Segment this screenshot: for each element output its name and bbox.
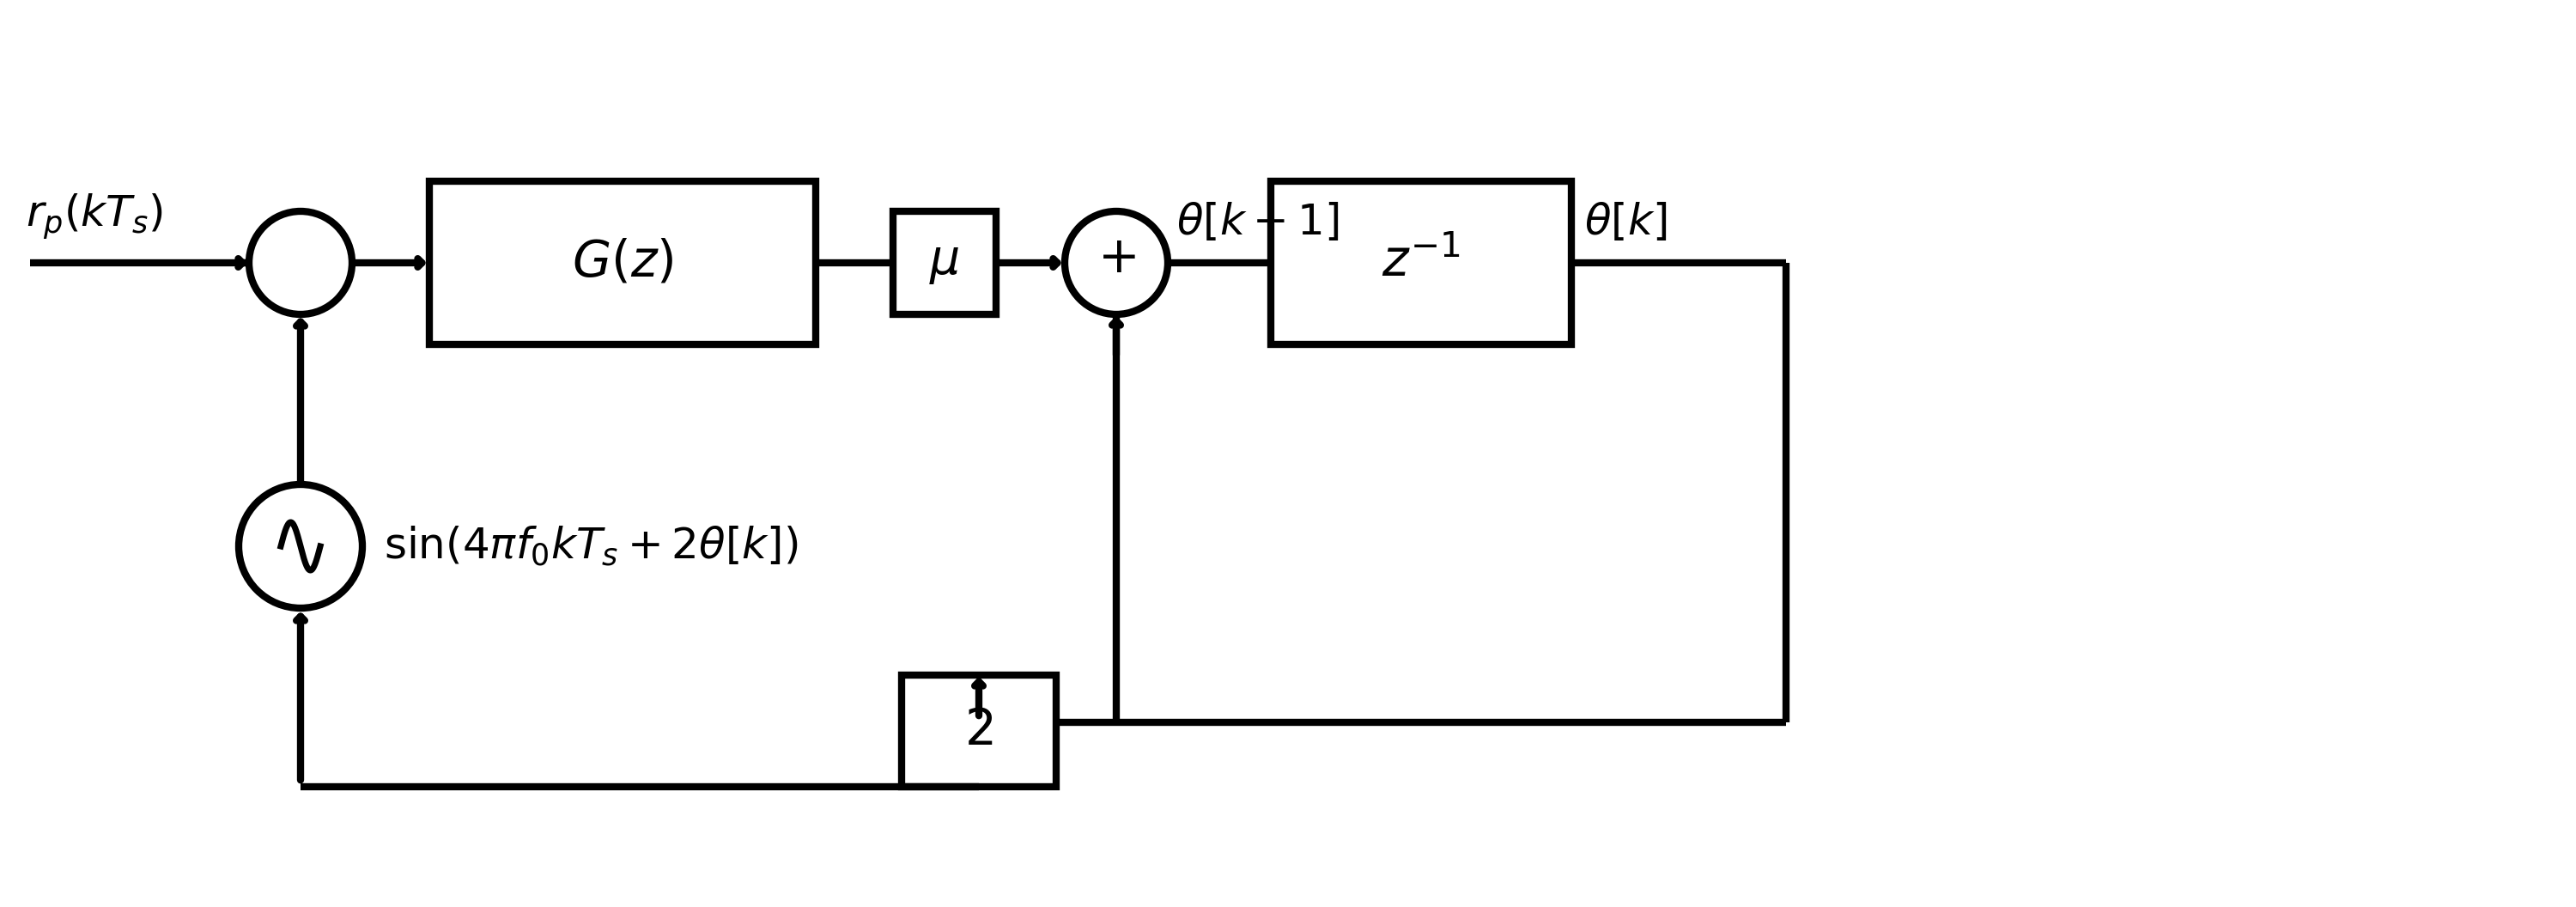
Text: $G(z)$: $G(z)$ [572, 239, 672, 288]
Circle shape [240, 484, 363, 608]
Text: $\mu$: $\mu$ [930, 239, 961, 287]
Text: $2$: $2$ [963, 707, 994, 755]
Bar [1270, 181, 1571, 345]
Bar [902, 675, 1056, 786]
Circle shape [250, 211, 353, 315]
Text: $\theta[k+1]$: $\theta[k+1]$ [1177, 201, 1340, 244]
Bar [430, 181, 817, 345]
Text: $\sin(4\pi f_0 kT_s + 2\theta[k])$: $\sin(4\pi f_0 kT_s + 2\theta[k])$ [384, 524, 799, 568]
Circle shape [1064, 211, 1167, 315]
Bar [894, 211, 997, 315]
Text: $+$: $+$ [1097, 235, 1136, 283]
Text: $\theta[k]$: $\theta[k]$ [1584, 201, 1667, 244]
Text: $r_p(kT_s)$: $r_p(kT_s)$ [26, 192, 162, 241]
Text: $z^{-1}$: $z^{-1}$ [1381, 239, 1461, 288]
